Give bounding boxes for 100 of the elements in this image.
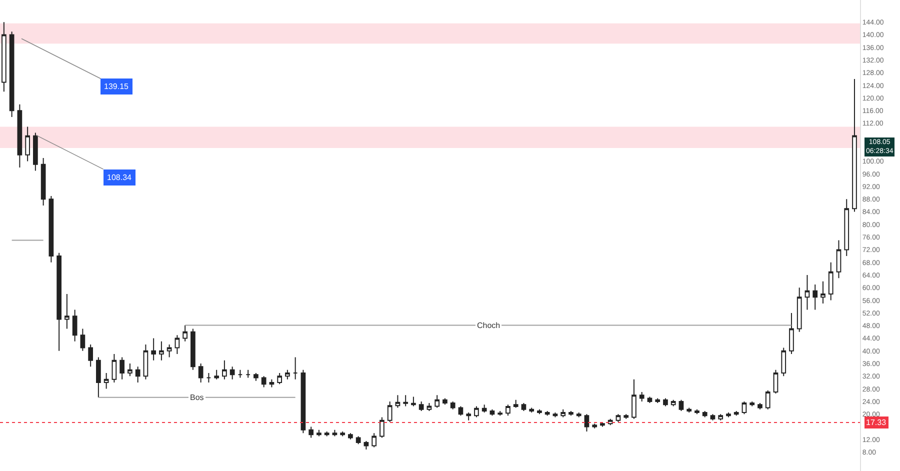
candlestick [348, 432, 353, 440]
candlestick [269, 378, 274, 388]
candlestick [647, 396, 652, 404]
candlestick [206, 372, 212, 383]
candlestick [285, 369, 290, 380]
candlestick [128, 363, 132, 377]
candlestick [418, 400, 424, 412]
candlestick [734, 410, 739, 416]
candlestick [174, 334, 180, 355]
candlestick [592, 423, 598, 429]
candlestick [442, 398, 448, 406]
candlestick [426, 402, 432, 412]
candlestick [254, 372, 258, 382]
candlestick [292, 356, 298, 380]
candlestick [434, 394, 440, 408]
candlestick [166, 344, 172, 358]
candlestick [72, 309, 78, 342]
candlestick [104, 372, 109, 390]
candlestick [246, 369, 251, 378]
candlestick [316, 429, 322, 437]
candlestick [750, 400, 755, 407]
candlestick [702, 410, 708, 418]
candlestick [159, 340, 164, 361]
candlestick [600, 422, 605, 428]
candlestick [820, 280, 826, 304]
annotation: 139.15 [104, 82, 130, 91]
candlestick [190, 328, 196, 370]
candlestick [120, 356, 124, 380]
candlestick [332, 429, 338, 437]
candlestick [624, 414, 629, 420]
candlestick [40, 158, 46, 206]
candlestick [308, 426, 314, 438]
candlestick [686, 407, 692, 414]
candlestick [584, 414, 590, 432]
candlestick [56, 252, 62, 352]
candlestick [844, 198, 850, 257]
candlestick [261, 376, 266, 388]
candlestick [214, 369, 219, 380]
candlestick [80, 328, 86, 352]
candlestick [560, 408, 566, 418]
candlestick [765, 390, 770, 410]
candlestick [670, 399, 676, 407]
candlestick [710, 414, 716, 421]
candlestick [88, 344, 93, 368]
candlestick [639, 391, 644, 402]
candlestick [718, 414, 724, 421]
candlestick [380, 416, 384, 438]
candlestick [655, 398, 660, 404]
candlestick [789, 312, 794, 355]
annotation: 108.34 [107, 173, 132, 182]
candlestick [576, 412, 582, 418]
candlestick [238, 369, 243, 378]
candlestick [678, 399, 684, 412]
candlestick [411, 396, 416, 407]
candlestick [568, 410, 574, 416]
candlestick [694, 408, 700, 415]
candlestick [632, 378, 636, 420]
candlestick [552, 412, 558, 418]
candlestick [324, 430, 330, 437]
candlestick [474, 406, 479, 418]
candlestick [742, 400, 747, 415]
candlestick [804, 274, 810, 310]
candlestick [537, 408, 542, 415]
candlestick [372, 432, 377, 448]
candlestick [466, 412, 472, 421]
series-label: Bos [190, 393, 204, 402]
candlestick [796, 287, 802, 332]
candlestick [340, 430, 346, 437]
candlestick [544, 410, 550, 416]
candlestick [364, 440, 369, 450]
candlestick [781, 347, 786, 377]
candlestick [230, 366, 235, 380]
candlestick [773, 369, 778, 394]
candlestick [112, 354, 117, 383]
candlestick [758, 402, 762, 410]
candlestick [198, 363, 204, 383]
candlestick [836, 240, 842, 279]
candlestick [498, 410, 503, 416]
candlestick [529, 407, 534, 414]
candlestick [135, 366, 140, 383]
candlestick [9, 31, 14, 118]
candlestick [403, 394, 408, 407]
candlestick [506, 404, 510, 416]
candlestick [521, 402, 526, 412]
candlestick [726, 412, 731, 418]
candlestick [17, 104, 22, 168]
candlestick [852, 78, 857, 212]
candlestick [828, 262, 834, 301]
candlestick [96, 356, 101, 398]
candlestick [151, 338, 156, 361]
candlestick [482, 404, 487, 414]
candlestick [182, 324, 188, 342]
candlestick [663, 398, 668, 407]
candlestick [513, 399, 518, 408]
candlestick [387, 400, 392, 422]
candlestick [143, 344, 148, 380]
ref-line-label: 17.33 [866, 418, 887, 427]
candlestick [395, 394, 400, 408]
candlestick [450, 400, 456, 410]
series-label: Choch [477, 321, 500, 330]
